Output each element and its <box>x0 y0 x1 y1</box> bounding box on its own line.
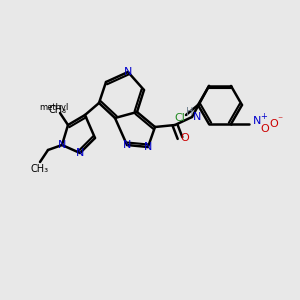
Text: N: N <box>58 140 66 150</box>
Text: CH₃: CH₃ <box>49 105 67 115</box>
Text: Cl: Cl <box>175 113 185 123</box>
Text: ⁻: ⁻ <box>278 115 283 125</box>
Text: N: N <box>144 142 152 152</box>
Text: H: H <box>186 107 194 117</box>
Text: +: + <box>261 112 267 121</box>
Text: O: O <box>270 119 278 129</box>
Text: O: O <box>181 133 189 143</box>
Text: N: N <box>124 67 132 77</box>
Text: N: N <box>123 140 131 150</box>
Text: CH₃: CH₃ <box>31 164 49 174</box>
Text: O: O <box>261 124 269 134</box>
Text: N: N <box>193 112 201 122</box>
Text: N: N <box>76 148 84 158</box>
Text: N: N <box>253 116 261 126</box>
Text: methyl: methyl <box>39 103 69 112</box>
